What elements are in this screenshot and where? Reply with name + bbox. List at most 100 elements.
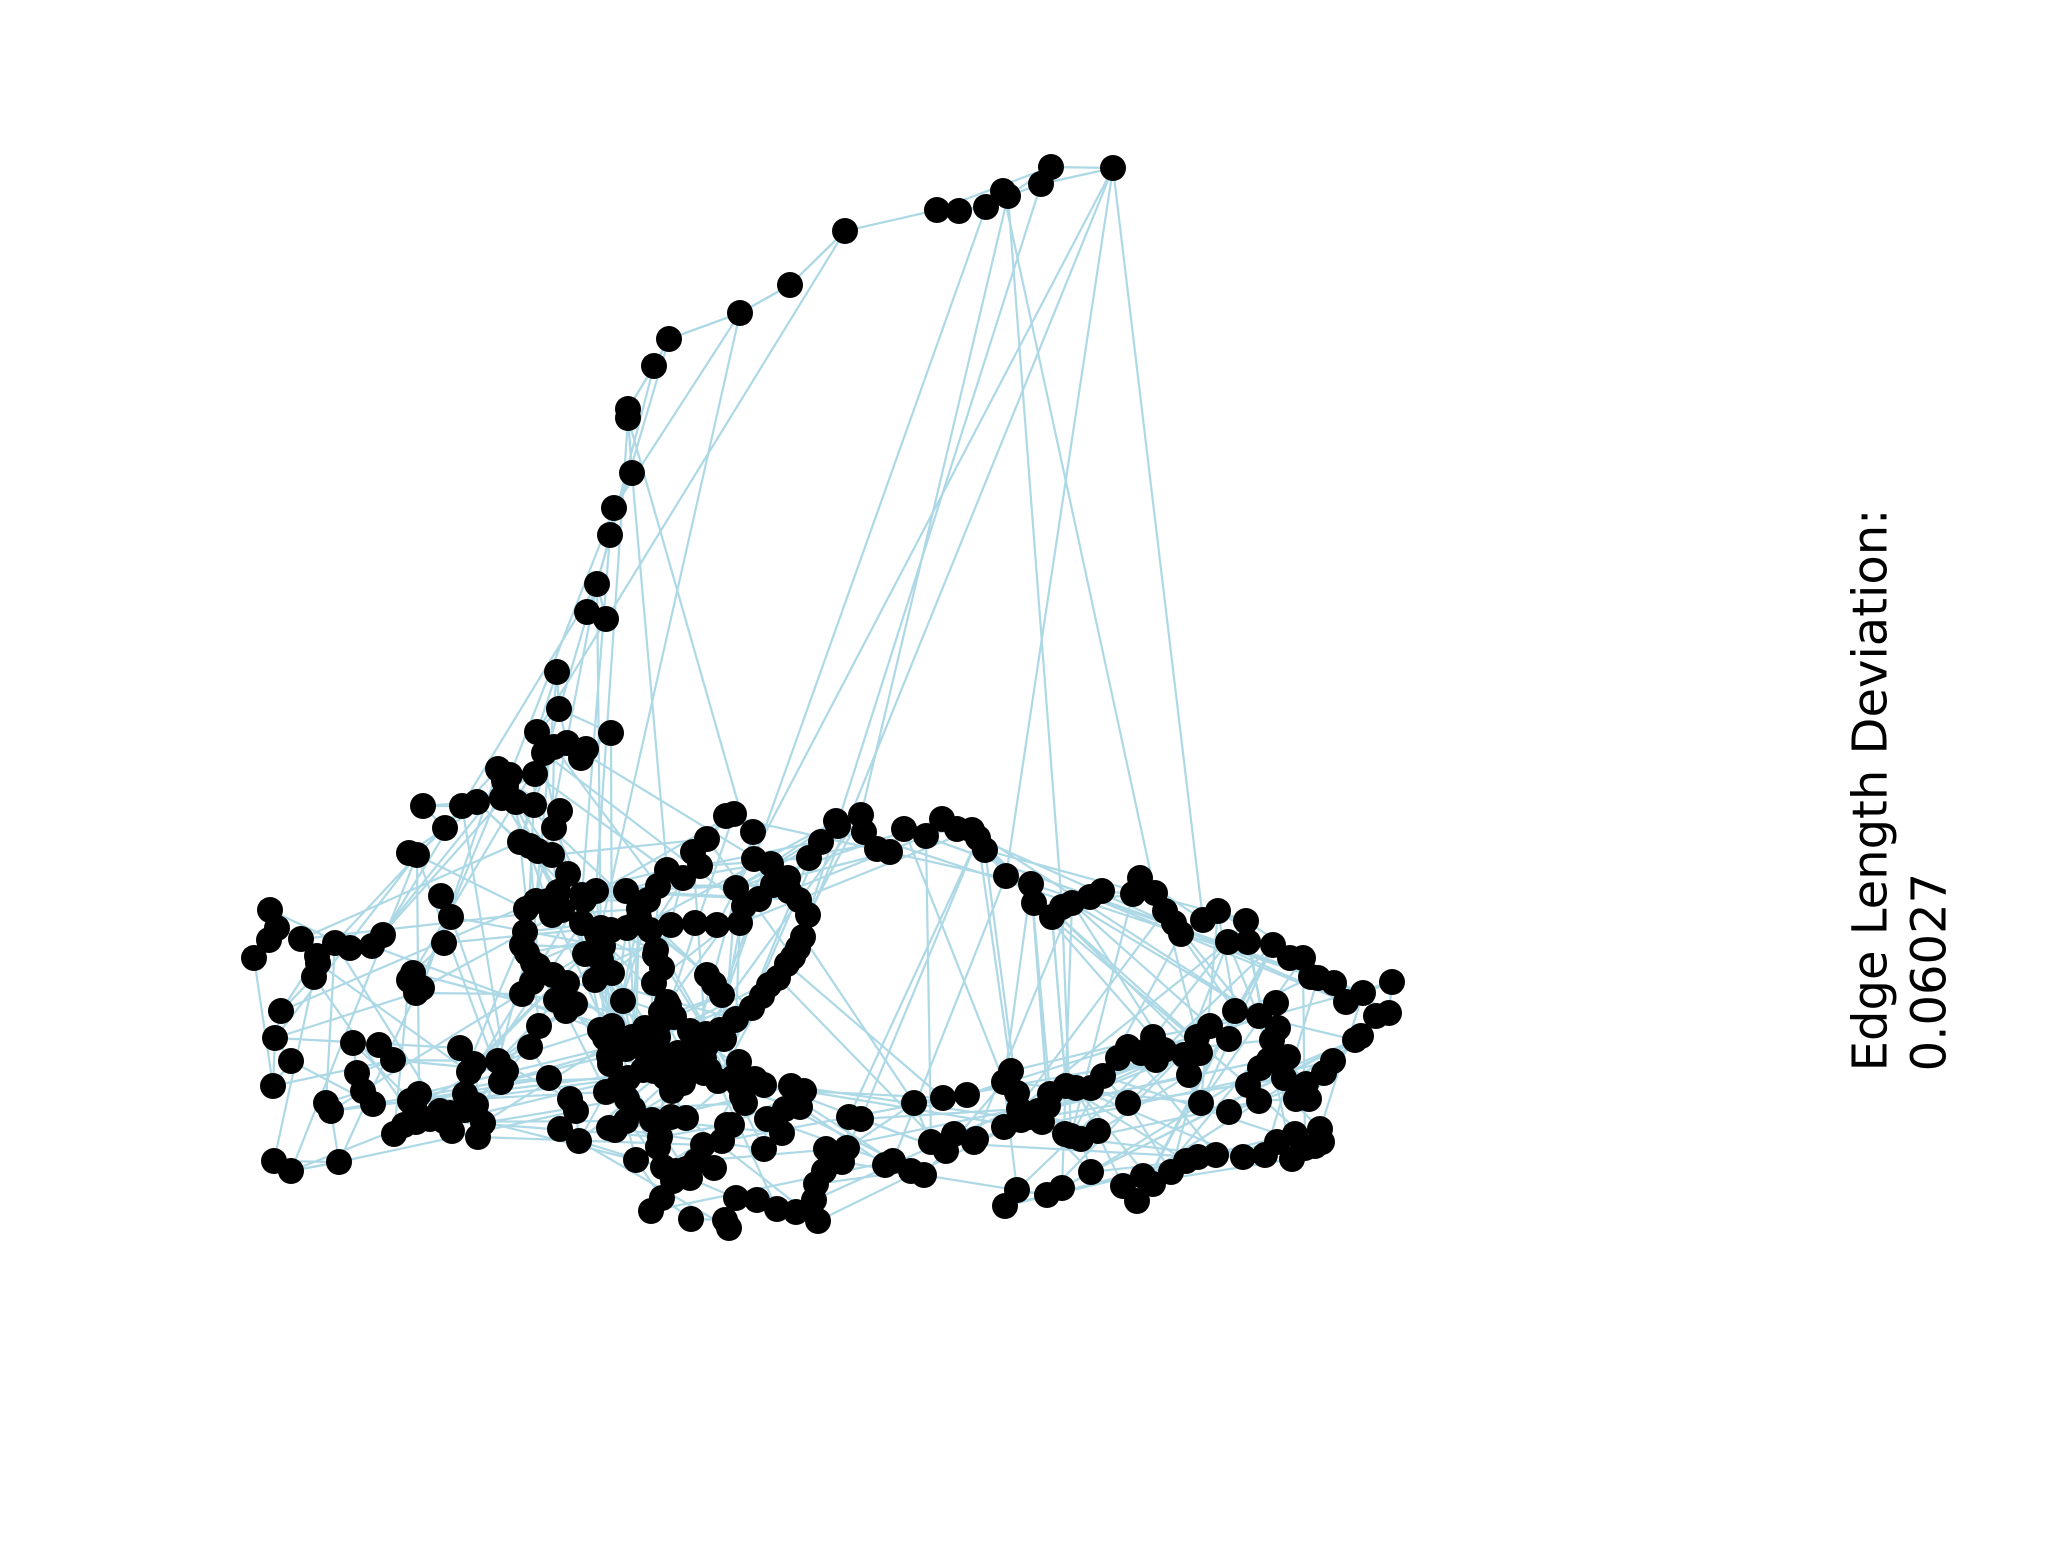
graph-node [350, 1078, 376, 1104]
graph-node [709, 982, 735, 1008]
graph-node [452, 1097, 478, 1123]
graph-node [569, 882, 595, 908]
graph-node [439, 1118, 465, 1144]
graph-node [848, 802, 874, 828]
graph-node [1263, 990, 1289, 1016]
graph-node [410, 793, 436, 819]
graph-edge [752, 206, 988, 860]
graph-node [727, 300, 753, 326]
graph-node [1143, 1047, 1169, 1073]
graph-node [531, 740, 557, 766]
graph-node [946, 198, 972, 224]
graph-node [1049, 1175, 1075, 1201]
graph-node [758, 851, 784, 877]
graph-node [409, 975, 435, 1001]
graph-node [546, 696, 572, 722]
graph-edge [846, 1102, 915, 1149]
graph-edge [1001, 190, 1157, 894]
graph-node [370, 922, 396, 948]
graph-node [517, 833, 543, 859]
graph-node [836, 1104, 862, 1130]
graph-node [1348, 1023, 1374, 1049]
graph-node [1216, 1026, 1242, 1052]
graph-node [431, 930, 457, 956]
graph-node [241, 945, 267, 971]
graph-edge [734, 922, 742, 1020]
graph-node [832, 218, 858, 244]
graph-node [694, 826, 720, 852]
graph-edge [1216, 910, 1237, 1012]
graph-node [278, 1048, 304, 1074]
graph-node [1078, 1159, 1104, 1185]
graph-node [682, 910, 708, 936]
graph-edge [924, 835, 933, 1143]
graph-node [1124, 1188, 1150, 1214]
graph-node [973, 194, 999, 220]
graph-node [813, 1136, 839, 1162]
edge-length-deviation-label: Edge Length Deviation: 0.06027 [1841, 509, 1958, 1072]
graph-node [1256, 1047, 1282, 1073]
graph-node [464, 789, 490, 815]
graph-edge [317, 962, 470, 1073]
graph-node [432, 815, 458, 841]
graph-node [1018, 871, 1044, 897]
graph-node [732, 1090, 758, 1116]
graph-node [340, 1030, 366, 1056]
graph-node [584, 571, 610, 597]
graph-node [278, 1158, 304, 1184]
graph-node [963, 1126, 989, 1152]
graph-edge [630, 472, 669, 871]
graph-node [913, 823, 939, 849]
graph-node [427, 1098, 453, 1124]
graph-edge [1029, 883, 1052, 1095]
graph-node [598, 720, 624, 746]
graph-node [1379, 969, 1405, 995]
graph-node [941, 1121, 967, 1147]
graph-node [778, 1073, 804, 1099]
graph-edge [1071, 902, 1260, 1017]
graph-node [301, 964, 327, 990]
graph-node [993, 863, 1019, 889]
graph-edge [859, 195, 1010, 816]
graph-edge [859, 837, 980, 1120]
graph-edge [667, 813, 736, 1007]
metric-label: Edge Length Deviation: [1842, 508, 1899, 1072]
graph-node [823, 808, 849, 834]
graph-node [547, 1116, 573, 1142]
graph-edge [280, 890, 559, 1013]
graph-edges [252, 165, 1394, 1229]
graph-node [456, 1059, 482, 1085]
graph-edge [802, 936, 915, 1104]
graph-node [512, 919, 538, 945]
graph-node [929, 806, 955, 832]
graph-node [615, 405, 641, 431]
graph-node [1320, 1048, 1346, 1074]
graph-node [1215, 929, 1241, 955]
graph-node [995, 183, 1021, 209]
graph-node [337, 935, 363, 961]
graph-nodes [241, 154, 1405, 1241]
graph-node [1333, 989, 1359, 1015]
graph-node [678, 1206, 704, 1232]
graph-node [1028, 171, 1054, 197]
graph-edge [891, 875, 1008, 1162]
graph-node [649, 955, 675, 981]
metric-value: 0.06027 [1901, 872, 1957, 1072]
graph-node [641, 353, 667, 379]
graph-node [673, 1105, 699, 1131]
graph-node [535, 888, 561, 914]
graph-edge [972, 902, 1074, 1143]
graph-node [428, 883, 454, 909]
graph-node [381, 1121, 407, 1147]
graph-node [1176, 1062, 1202, 1088]
graph-node [1090, 1063, 1116, 1089]
graph-edge [976, 837, 1013, 1072]
graph-edge [956, 827, 1347, 1004]
graph-node [597, 522, 623, 548]
graph-edge [971, 829, 1260, 1017]
graph-edge [777, 977, 947, 1152]
graph-edge [580, 534, 612, 896]
graph-edge [1111, 167, 1205, 921]
graph-node [541, 815, 567, 841]
